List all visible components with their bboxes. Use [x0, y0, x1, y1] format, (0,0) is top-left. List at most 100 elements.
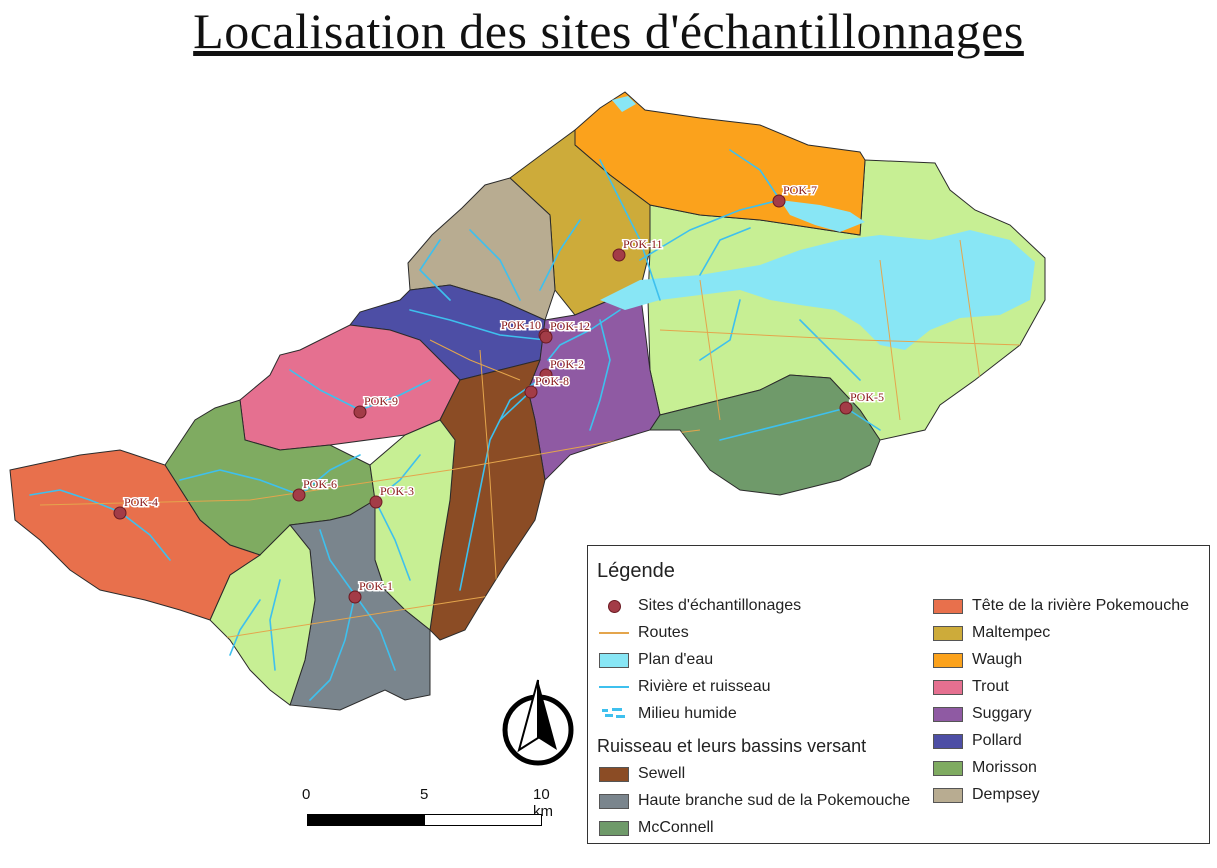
legend-basin-haute-branche: Haute branche sud de la Pokemouche: [599, 790, 910, 812]
site-marker-pok-11[interactable]: [612, 248, 626, 262]
site-marker-pok-8[interactable]: [524, 385, 538, 399]
site-marker-pok-6[interactable]: [292, 488, 306, 502]
legend-basin-sewell: Sewell: [599, 763, 685, 785]
site-point-icon: [599, 599, 629, 614]
river-segment: [374, 499, 411, 581]
legend-item-sites: Sites d'échantillonages: [599, 595, 801, 617]
river-segment: [229, 599, 261, 656]
legend-basin-dempsey: Dempsey: [933, 784, 1040, 806]
legend-label: Rivière et ruisseau: [638, 678, 771, 695]
site-marker-pok-4[interactable]: [113, 506, 127, 520]
basin-swatch-icon: [599, 820, 629, 836]
river-segment: [547, 309, 621, 361]
site-label-pok-3: POK-3: [380, 484, 414, 498]
legend-basin-maltempec: Maltempec: [933, 622, 1050, 644]
basin-swatch-icon: [933, 652, 963, 668]
river-segment: [179, 469, 301, 496]
basin-swatch-icon: [933, 598, 963, 614]
legend: Légende Sites d'échantillonages Routes P…: [587, 545, 1210, 844]
basin-swatch-icon: [599, 793, 629, 809]
basin-mcconnell[interactable]: [649, 374, 881, 496]
river-segment: [29, 489, 121, 513]
basin-tete-riviere-pokemouche[interactable]: [9, 449, 262, 621]
river-segment: [729, 149, 781, 201]
road-segment: [659, 329, 1021, 346]
river-segment: [499, 391, 531, 421]
site-marker-pok-1[interactable]: [348, 590, 362, 604]
north-arrow: [497, 678, 579, 773]
site-marker-pok-7[interactable]: [772, 194, 786, 208]
legend-basin-trout: Trout: [933, 676, 1009, 698]
basin-polygons: [9, 91, 1046, 711]
scale-bar-graphic: [307, 814, 542, 826]
bay-water-inner: [760, 260, 900, 300]
site-label-pok-10: POK-10: [501, 318, 541, 332]
legend-label: Sewell: [638, 765, 686, 782]
legend-item-water: Plan d'eau: [599, 649, 713, 671]
river-segment: [589, 319, 611, 431]
river-segment: [409, 309, 547, 341]
site-marker-pok-2[interactable]: [539, 368, 553, 382]
river-segment: [599, 159, 661, 301]
basin-swatch-icon: [933, 625, 963, 641]
river-segment: [469, 229, 521, 301]
river-segment: [699, 227, 751, 276]
river-line-icon: [599, 680, 629, 695]
legend-item-roads: Routes: [599, 622, 689, 644]
site-label-pok-12: POK-12: [550, 319, 590, 333]
river-segment: [845, 407, 881, 431]
sampling-sites: POK-7 POK-11 POK-10 POK-12 POK-2 POK-8 POK-9 PO…: [113, 182, 886, 604]
river-segment: [119, 511, 171, 561]
wetland-icon: [599, 707, 629, 722]
basin-swatch-icon: [933, 706, 963, 722]
legend-basin-tete: Tête de la rivière Pokemouche: [933, 595, 1189, 617]
site-marker-pok-5[interactable]: [839, 401, 853, 415]
site-label-pok-1: POK-1: [359, 579, 393, 593]
road-segment: [959, 239, 981, 381]
scale-label-5: 5: [420, 786, 429, 803]
legend-basin-mcconnell: McConnell: [599, 817, 714, 839]
river-network: [29, 149, 881, 701]
basin-swatch-icon: [933, 679, 963, 695]
legend-basin-waugh: Waugh: [933, 649, 1022, 671]
legend-basin-pollard: Pollard: [933, 730, 1022, 752]
river-segment: [459, 374, 547, 591]
site-label-pok-11: POK-11: [623, 237, 663, 251]
river-segment: [719, 407, 847, 441]
site-label-pok-8: POK-8: [535, 374, 569, 388]
site-label-pok-9: POK-9: [364, 394, 398, 408]
legend-label: Maltempec: [972, 624, 1051, 641]
river-segment: [374, 454, 421, 501]
site-label-pok-7: POK-7: [783, 183, 817, 197]
legend-label: Trout: [972, 678, 1009, 695]
legend-label: Plan d'eau: [638, 651, 714, 668]
site-label-pok-6: POK-6: [303, 477, 337, 491]
road-segment: [699, 279, 721, 421]
scale-label-0: 0: [302, 786, 311, 803]
map-title: Localisation des sites d'échantillonnage…: [193, 3, 1024, 59]
legend-label: Routes: [638, 624, 689, 641]
river-segment: [359, 379, 431, 411]
legend-item-river: Rivière et ruisseau: [599, 676, 771, 698]
legend-label: Dempsey: [972, 786, 1040, 803]
river-segment: [319, 529, 356, 596]
site-label-pok-4: POK-4: [124, 495, 158, 509]
river-segment: [269, 579, 281, 671]
site-marker-pok-9[interactable]: [353, 405, 367, 419]
legend-label: Haute branche sud de la Pokemouche: [638, 792, 911, 809]
site-marker-pok-3[interactable]: [369, 495, 383, 509]
legend-basin-suggary: Suggary: [933, 703, 1032, 725]
legend-label: Waugh: [972, 651, 1023, 668]
site-marker-pok-12[interactable]: [539, 330, 553, 344]
site-label-pok-5: POK-5: [850, 390, 884, 404]
legend-label: Pollard: [972, 732, 1022, 749]
legend-label: McConnell: [638, 819, 714, 836]
river-segment: [799, 319, 861, 381]
water-bodies: [600, 96, 1035, 350]
river-segment: [354, 594, 396, 671]
river-segment: [299, 454, 361, 496]
basin-swatch-icon: [933, 733, 963, 749]
legend-item-wetland: Milieu humide: [599, 703, 737, 725]
road-segment: [429, 339, 521, 381]
